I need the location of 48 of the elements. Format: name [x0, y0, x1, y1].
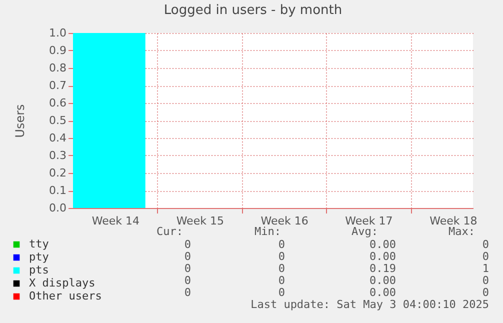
x-tick-label: Week 14	[92, 214, 140, 228]
text: 0	[278, 262, 285, 275]
text: 1	[482, 262, 489, 275]
text: 0.19	[370, 262, 396, 275]
legend-label: pts	[29, 264, 49, 276]
text: 0.00	[370, 286, 396, 299]
y-tick-label: 0.4	[49, 132, 66, 144]
text: 0	[482, 250, 489, 263]
x-tick-label: Week 16	[260, 214, 308, 228]
text: 0	[278, 274, 285, 287]
text: Cur:	[156, 225, 183, 238]
x-tick-label: Week 15	[176, 214, 224, 228]
legend-label: X displays	[29, 276, 96, 290]
text: 0	[278, 250, 285, 263]
chart-title: Logged in users - by month	[164, 3, 342, 18]
text: 0	[482, 238, 489, 251]
text: 0	[184, 262, 191, 275]
legend-label: Other users	[29, 290, 102, 302]
x-tick-label: Week 17	[345, 214, 393, 228]
text: Min:	[254, 225, 281, 238]
y-tick-label: 1.0	[49, 26, 66, 40]
text: 0.00	[370, 274, 396, 287]
y-tick-label: 0.1	[49, 184, 66, 197]
text: 0.00	[370, 238, 396, 251]
y-tick-label: 0.8	[49, 62, 66, 74]
text: 0.00	[370, 250, 396, 263]
text: Max:	[448, 225, 475, 238]
text: 0	[482, 286, 489, 299]
legend-label: tty	[29, 238, 50, 250]
y-tick-label: 0.6	[49, 96, 66, 110]
text: 0	[278, 238, 285, 251]
y-tick-label: 0.9	[49, 44, 66, 57]
y-tick-label: 0.7	[49, 79, 66, 92]
y-tick-label: 0.3	[49, 149, 66, 162]
text: 0	[184, 250, 191, 263]
text: 0	[184, 286, 191, 299]
text: Avg:	[352, 225, 378, 238]
text: 0	[278, 286, 285, 299]
text: 0	[482, 274, 489, 287]
y-tick-label: 0.2	[49, 166, 66, 180]
y-tick-label: 0.5	[49, 114, 66, 127]
y-axis-title: Users	[13, 104, 28, 138]
x-tick-label: Week 18	[430, 214, 478, 228]
text: 0	[184, 274, 191, 287]
legend-label: pty	[29, 250, 50, 264]
text: Last update: Sat May 3 04:00:10 2025	[250, 298, 489, 311]
text: 0	[184, 238, 191, 251]
y-tick-label: 0.0	[49, 202, 66, 214]
